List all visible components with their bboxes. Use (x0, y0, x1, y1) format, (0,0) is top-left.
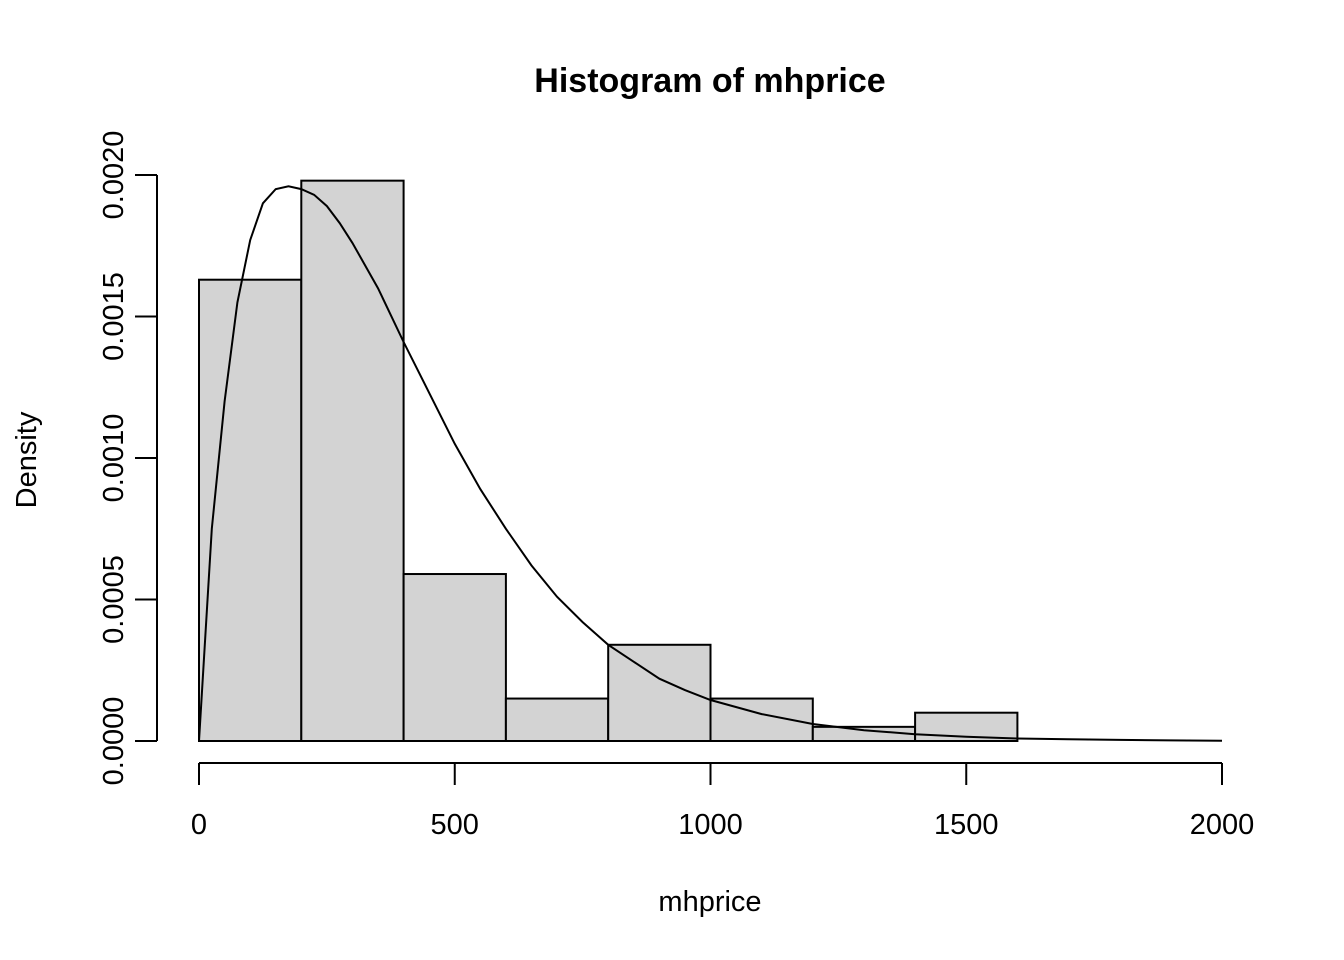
x-axis-label: mhprice (658, 886, 761, 918)
y-tick-label-0: 0.0000 (98, 697, 130, 786)
x-tick-label-0: 0 (191, 809, 207, 841)
histogram-bar-4 (607, 643, 712, 743)
y-axis-label: Density (11, 411, 43, 508)
y-axis: 0.0000 0.0005 0.0010 0.0015 0.0020 (98, 131, 158, 786)
x-tick-label-1: 500 (431, 809, 479, 841)
histogram-bars (198, 179, 1019, 743)
x-tick-label-4: 2000 (1190, 809, 1255, 841)
y-tick-label-2: 0.0010 (98, 414, 130, 503)
x-axis: 0 500 1000 1500 2000 (191, 762, 1255, 841)
histogram-bar-3 (504, 697, 610, 742)
y-tick-label-1: 0.0005 (98, 555, 130, 644)
histogram-bar-1 (300, 179, 405, 743)
y-tick-label-3: 0.0015 (98, 272, 130, 361)
histogram-bar-0 (198, 278, 303, 742)
y-tick-label-4: 0.0020 (98, 131, 130, 220)
x-tick-label-3: 1500 (934, 809, 999, 841)
chart-title: Histogram of mhprice (534, 62, 885, 100)
density-curve (198, 185, 1223, 742)
x-tick-label-2: 1000 (678, 809, 743, 841)
histogram-bar-2 (402, 573, 507, 743)
